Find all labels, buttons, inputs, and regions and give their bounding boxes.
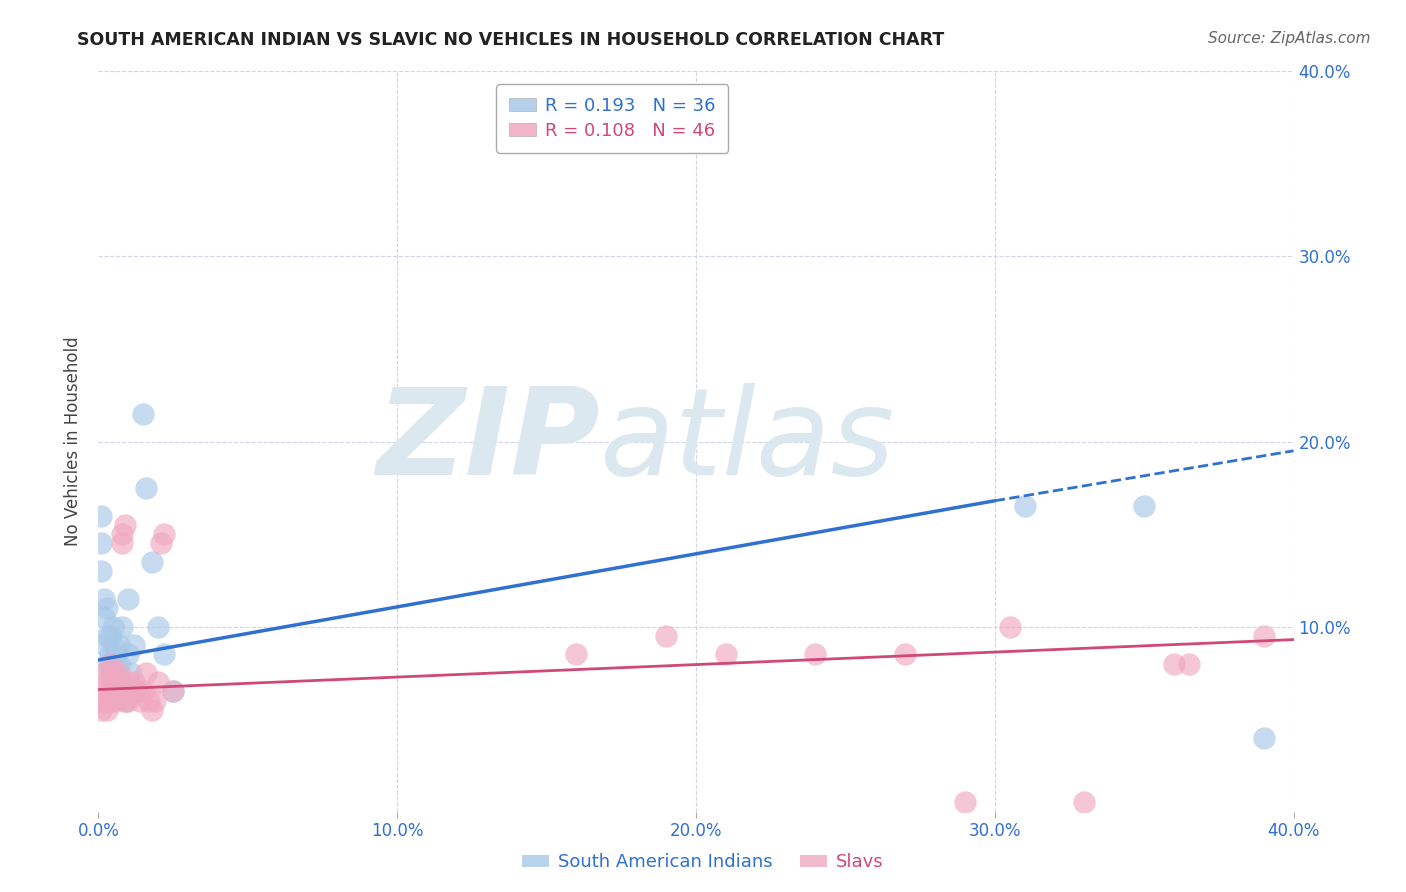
Point bbox=[98, 684, 122, 698]
Y-axis label: No Vehicles in Household: No Vehicles in Household bbox=[65, 336, 83, 547]
Point bbox=[1073, 796, 1095, 810]
Point bbox=[148, 619, 170, 633]
Point bbox=[135, 665, 157, 680]
Point bbox=[108, 665, 131, 680]
Point bbox=[1133, 500, 1156, 514]
Point bbox=[153, 648, 176, 662]
Point bbox=[105, 648, 128, 662]
Point bbox=[111, 619, 134, 633]
Point bbox=[953, 796, 976, 810]
Point bbox=[117, 694, 139, 708]
Point bbox=[96, 703, 118, 717]
Point bbox=[129, 694, 152, 708]
Point bbox=[1253, 629, 1275, 643]
Point bbox=[93, 665, 115, 680]
Text: atlas: atlas bbox=[600, 383, 896, 500]
Point bbox=[93, 610, 115, 624]
Point bbox=[162, 684, 184, 698]
Point bbox=[108, 638, 131, 652]
Point bbox=[714, 648, 737, 662]
Point bbox=[804, 648, 827, 662]
Point bbox=[132, 684, 155, 698]
Point bbox=[120, 684, 142, 698]
Text: Source: ZipAtlas.com: Source: ZipAtlas.com bbox=[1208, 31, 1371, 46]
Point bbox=[143, 694, 166, 708]
Point bbox=[90, 536, 112, 550]
Point bbox=[894, 648, 917, 662]
Point bbox=[93, 638, 115, 652]
Point bbox=[108, 675, 131, 690]
Point bbox=[117, 591, 139, 606]
Point bbox=[103, 675, 125, 690]
Point bbox=[135, 481, 157, 495]
Point bbox=[98, 665, 122, 680]
Point bbox=[138, 694, 160, 708]
Point bbox=[1178, 657, 1201, 671]
Point bbox=[141, 703, 163, 717]
Point bbox=[111, 684, 134, 698]
Point bbox=[98, 657, 122, 671]
Point bbox=[1163, 657, 1185, 671]
Point bbox=[96, 694, 118, 708]
Point bbox=[153, 527, 176, 541]
Point bbox=[111, 536, 134, 550]
Text: ZIP: ZIP bbox=[377, 383, 600, 500]
Point bbox=[96, 629, 118, 643]
Point bbox=[162, 684, 184, 698]
Legend: South American Indians, Slavs: South American Indians, Slavs bbox=[515, 847, 891, 879]
Point bbox=[114, 694, 136, 708]
Point bbox=[120, 665, 142, 680]
Point bbox=[103, 638, 125, 652]
Point bbox=[150, 536, 173, 550]
Point bbox=[114, 517, 136, 532]
Point bbox=[90, 694, 112, 708]
Point bbox=[124, 675, 146, 690]
Point bbox=[127, 684, 149, 698]
Point bbox=[103, 675, 125, 690]
Point bbox=[124, 638, 146, 652]
Point bbox=[103, 694, 125, 708]
Point bbox=[103, 665, 125, 680]
Point bbox=[148, 675, 170, 690]
Point bbox=[90, 703, 112, 717]
Point bbox=[117, 675, 139, 690]
Point bbox=[98, 629, 122, 643]
Point bbox=[655, 629, 678, 643]
Text: SOUTH AMERICAN INDIAN VS SLAVIC NO VEHICLES IN HOUSEHOLD CORRELATION CHART: SOUTH AMERICAN INDIAN VS SLAVIC NO VEHIC… bbox=[77, 31, 945, 49]
Point bbox=[93, 591, 115, 606]
Point bbox=[565, 648, 588, 662]
Point bbox=[132, 407, 155, 421]
Point bbox=[98, 648, 122, 662]
Point bbox=[93, 684, 115, 698]
Point bbox=[998, 619, 1021, 633]
Point bbox=[105, 694, 128, 708]
Point bbox=[111, 527, 134, 541]
Point bbox=[96, 657, 118, 671]
Point bbox=[90, 564, 112, 578]
Point bbox=[1014, 500, 1036, 514]
Point bbox=[96, 601, 118, 615]
Point bbox=[96, 675, 118, 690]
Point bbox=[103, 619, 125, 633]
Point bbox=[1253, 731, 1275, 745]
Point bbox=[114, 694, 136, 708]
Point bbox=[108, 657, 131, 671]
Point bbox=[105, 684, 128, 698]
Legend: R = 0.193   N = 36, R = 0.108   N = 46: R = 0.193 N = 36, R = 0.108 N = 46 bbox=[496, 84, 728, 153]
Point bbox=[127, 684, 149, 698]
Point bbox=[141, 555, 163, 569]
Point bbox=[90, 508, 112, 523]
Point bbox=[117, 648, 139, 662]
Point bbox=[105, 657, 128, 671]
